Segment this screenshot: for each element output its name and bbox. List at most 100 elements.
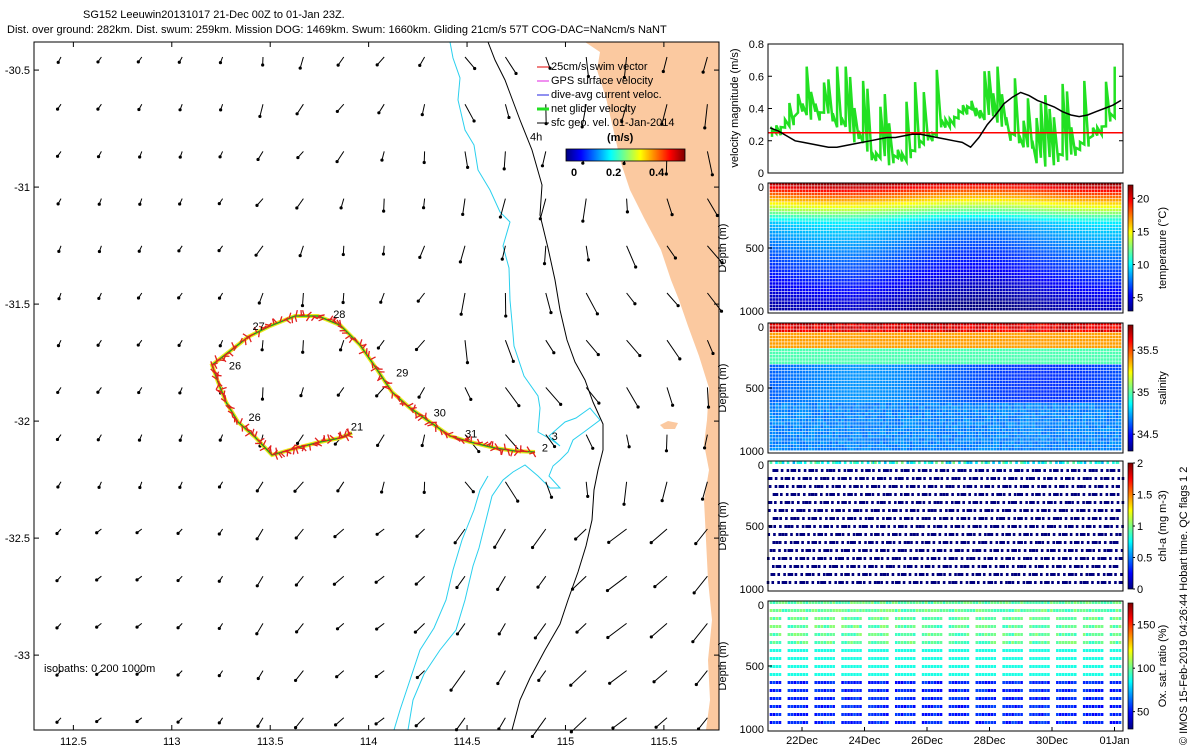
profile-dot bbox=[773, 225, 776, 228]
profile-dot bbox=[1005, 282, 1008, 285]
profile-dot bbox=[964, 253, 967, 256]
profile-dot bbox=[808, 196, 811, 199]
profile-dot bbox=[919, 186, 922, 189]
profile-dot bbox=[955, 225, 958, 228]
profile-dot bbox=[907, 269, 910, 272]
profile-dot bbox=[946, 292, 949, 295]
profile-dot bbox=[907, 282, 910, 285]
geo-arrow-head bbox=[342, 301, 345, 304]
profile-dot bbox=[1068, 212, 1071, 215]
profile-dot bbox=[770, 199, 773, 202]
profile-dot bbox=[1059, 202, 1062, 205]
profile-dot bbox=[904, 189, 907, 192]
profile-dot bbox=[1038, 276, 1041, 279]
profile-dot bbox=[889, 289, 892, 292]
profile-dot bbox=[1014, 231, 1017, 234]
profile-dot bbox=[1074, 282, 1077, 285]
profile-dot bbox=[892, 225, 895, 228]
profile-dot bbox=[1032, 247, 1035, 250]
profile-dot bbox=[817, 298, 820, 301]
profile-dot bbox=[928, 247, 931, 250]
profile-dot bbox=[937, 247, 940, 250]
profile-dot bbox=[859, 289, 862, 292]
profile-dot bbox=[850, 196, 853, 199]
profile-dot bbox=[1065, 285, 1068, 288]
profile-dot bbox=[1005, 250, 1008, 253]
profile-dot bbox=[937, 186, 940, 189]
profile-dot bbox=[964, 225, 967, 228]
profile-dot bbox=[800, 199, 803, 202]
geo-arrow-head bbox=[178, 391, 181, 394]
profile-dot bbox=[794, 260, 797, 263]
profile-dot bbox=[880, 260, 883, 263]
profile-dot bbox=[1005, 209, 1008, 212]
profile-dot bbox=[835, 250, 838, 253]
track-label: 4h bbox=[530, 131, 542, 143]
profile-dot bbox=[788, 237, 791, 240]
profile-dot bbox=[943, 247, 946, 250]
profile-dot bbox=[949, 234, 952, 237]
profile-dot bbox=[910, 257, 913, 260]
profile-dot bbox=[987, 202, 990, 205]
track-label: 26 bbox=[249, 412, 261, 424]
profile-dot bbox=[999, 266, 1002, 269]
geo-arrow-head bbox=[653, 585, 656, 588]
profile-dot bbox=[922, 215, 925, 218]
profile-dot bbox=[862, 266, 865, 269]
profile-dot bbox=[993, 289, 996, 292]
profile-dot bbox=[1053, 209, 1056, 212]
profile-dot bbox=[776, 218, 779, 221]
profile-dot bbox=[964, 205, 967, 208]
profile-dot bbox=[1020, 282, 1023, 285]
profile-dot bbox=[832, 244, 835, 247]
geo-arrow bbox=[415, 623, 424, 632]
profile-dot bbox=[1047, 231, 1050, 234]
profile-dot bbox=[996, 295, 999, 298]
profile-dot bbox=[880, 218, 883, 221]
profile-dot bbox=[776, 234, 779, 237]
profile-dot bbox=[805, 301, 808, 304]
profile-dot bbox=[984, 301, 987, 304]
profile-dot bbox=[826, 205, 829, 208]
profile-dot bbox=[800, 276, 803, 279]
profile-dot bbox=[1050, 186, 1053, 189]
profile-dot bbox=[973, 292, 976, 295]
profile-dot bbox=[913, 260, 916, 263]
profile-dot bbox=[776, 244, 779, 247]
profile-dot bbox=[1023, 196, 1026, 199]
profile-dot bbox=[898, 266, 901, 269]
profile-dot bbox=[910, 186, 913, 189]
profile-dot bbox=[931, 215, 934, 218]
profile-dot bbox=[1002, 205, 1005, 208]
profile-dot bbox=[829, 215, 832, 218]
profile-dot bbox=[999, 295, 1002, 298]
profile-dot bbox=[1035, 301, 1038, 304]
profile-dot bbox=[770, 257, 773, 260]
profile-dot bbox=[981, 228, 984, 231]
profile-dot bbox=[847, 218, 850, 221]
profile-dot bbox=[907, 231, 910, 234]
profile-dot bbox=[829, 282, 832, 285]
profile-dot bbox=[856, 279, 859, 282]
profile-dot bbox=[996, 244, 999, 247]
profile-dot bbox=[1059, 221, 1062, 224]
profile-dot bbox=[910, 260, 913, 263]
profile-dot bbox=[877, 209, 880, 212]
profile-dot bbox=[886, 269, 889, 272]
profile-dot bbox=[823, 228, 826, 231]
profile-dot bbox=[973, 253, 976, 256]
profile-dot bbox=[800, 273, 803, 276]
profile-dot bbox=[850, 298, 853, 301]
profile-dot bbox=[1008, 221, 1011, 224]
profile-dot bbox=[811, 196, 814, 199]
profile-dot bbox=[1074, 218, 1077, 221]
geo-arrow-head bbox=[375, 722, 378, 725]
profile-dot bbox=[1056, 301, 1059, 304]
geo-arrow-head bbox=[626, 210, 629, 213]
profile-dot bbox=[844, 305, 847, 308]
profile-dot bbox=[868, 199, 871, 202]
profile-dot bbox=[990, 215, 993, 218]
profile-dot bbox=[823, 205, 826, 208]
profile-dot bbox=[803, 186, 806, 189]
profile-dot bbox=[797, 266, 800, 269]
